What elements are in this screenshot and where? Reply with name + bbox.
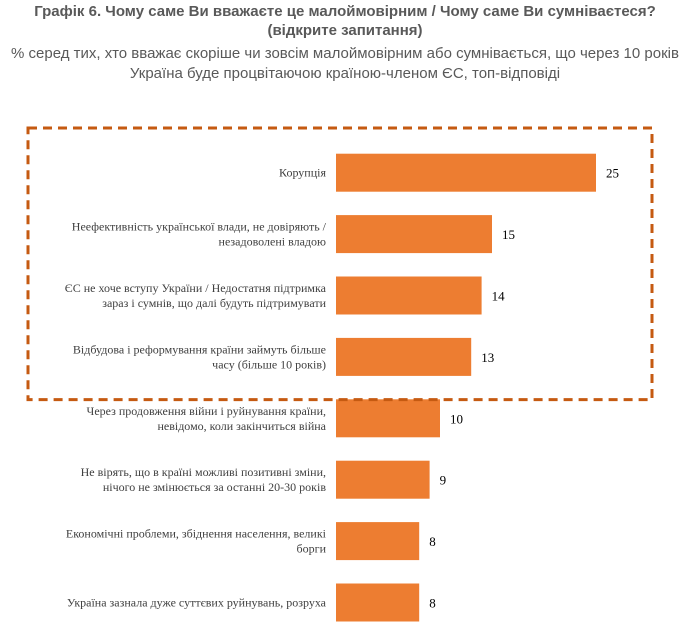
data-label: 8 [429,534,436,549]
chart-title-line-2: (відкрите запитання) [267,22,423,39]
data-label: 10 [450,411,463,426]
category-label: Економічні проблеми, збіднення населення… [66,527,327,541]
chart-title-line-1: Графік 6. Чому саме Ви вважаєте це малой… [34,3,656,20]
category-label: Не вірять, що в країні можливі позитивні… [81,465,326,479]
bar [336,215,492,254]
data-label: 15 [502,227,515,242]
chart-subtitle-line-2: Україна буде процвітаючою країною-членом… [129,65,561,82]
data-label: 8 [429,596,436,611]
bar [336,153,596,192]
chart-title: Графік 6. Чому саме Ви вважаєте це малой… [0,2,690,40]
bar [336,276,482,315]
bar [336,337,472,376]
bar [336,583,420,622]
category-label: борги [297,542,327,556]
highlight-box [26,126,654,402]
category-label: ЄС не хоче вступу України / Недостатня п… [65,281,327,295]
category-label: Україна зазнала дуже суттєвих руйнувань,… [67,596,327,610]
data-label: 14 [492,289,506,304]
chart-subtitle-line-1: % серед тих, хто вважає скоріше чи зовсі… [11,45,679,62]
category-label: Неефективність української влади, не дов… [72,220,327,234]
bar [336,522,420,561]
bar [336,460,430,499]
data-label: 13 [481,350,494,365]
category-label: Відбудова і реформування країни займуть … [73,342,326,356]
category-label: Корупція [279,166,326,180]
category-label: Через продовження війни і руйнування кра… [87,404,326,418]
data-label: 25 [606,166,619,181]
chart-subtitle: % серед тих, хто вважає скоріше чи зовсі… [0,44,690,84]
bar [336,399,440,438]
category-label: зараз і сумнів, що далі будуть підтримув… [102,296,326,310]
category-label: нічого не змінюється за останні 20-30 ро… [103,480,327,494]
category-label: часу (більше 10 років) [212,357,326,371]
category-label: невідомо, коли закінчиться війна [157,419,326,433]
data-label: 9 [440,473,447,488]
category-label: незадоволені владою [219,235,326,249]
